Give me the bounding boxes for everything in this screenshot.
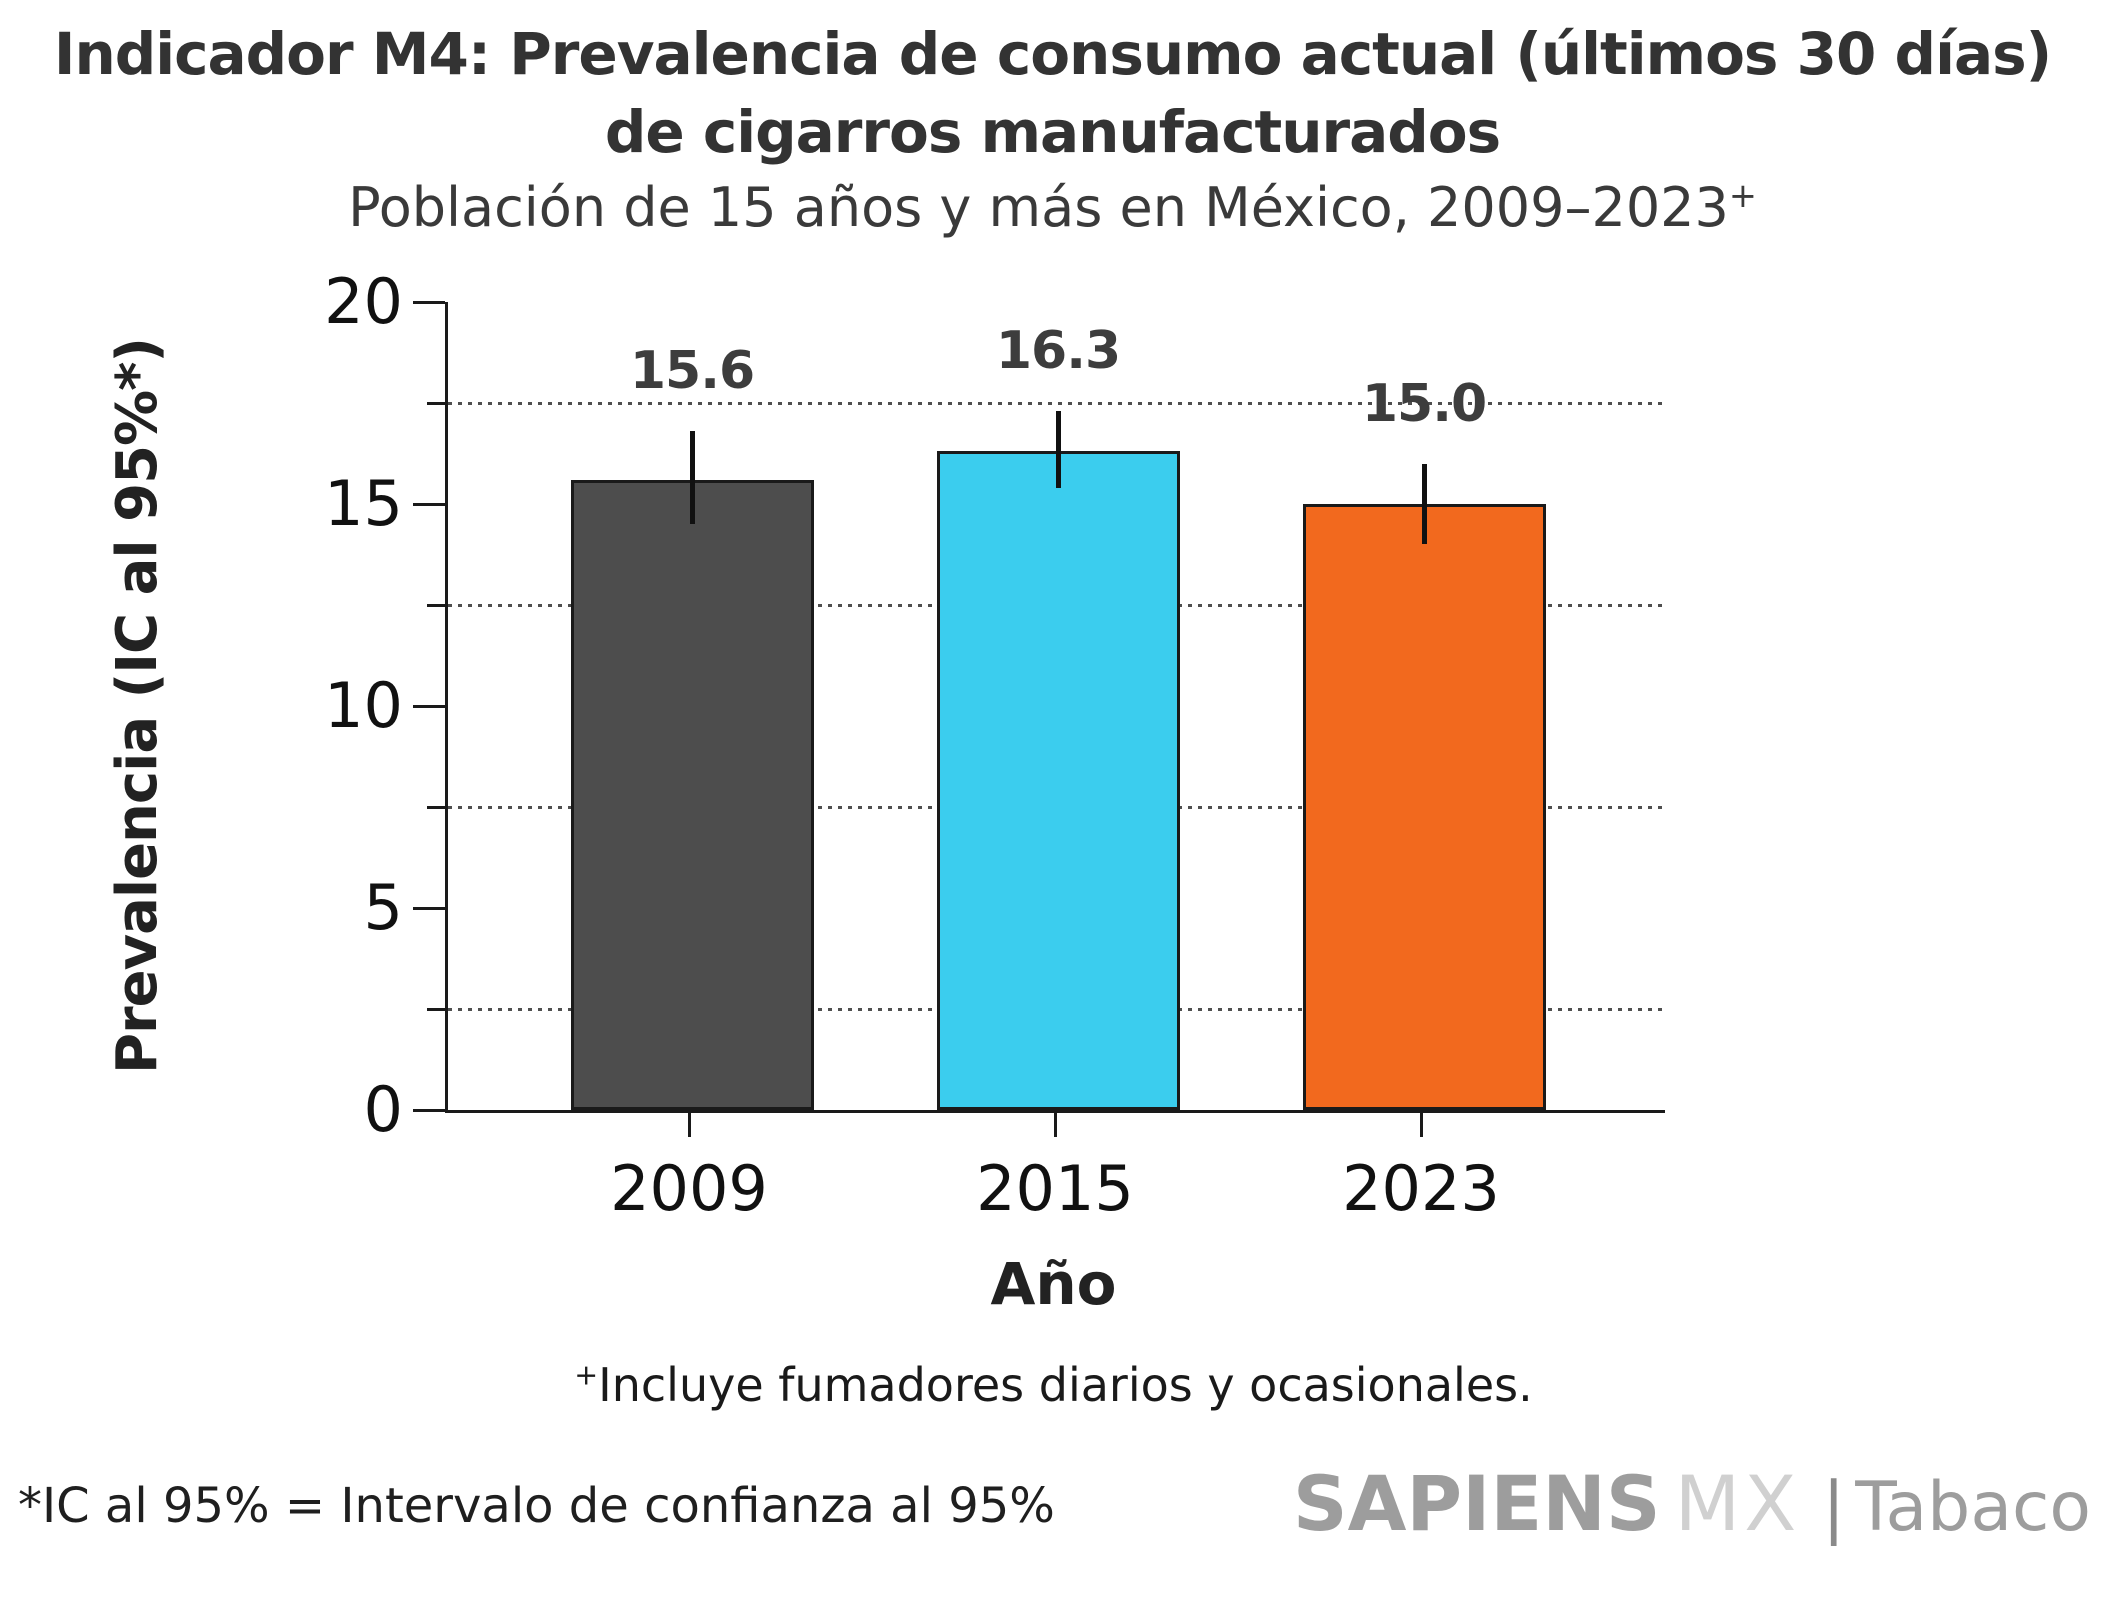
x-tick-2015: [1053, 1113, 1057, 1137]
y-tick-label-5: 5: [363, 871, 403, 944]
y-tick-15: [413, 502, 445, 506]
x-tick-label-2009: 2009: [610, 1152, 768, 1225]
y-tick-0: [413, 1108, 445, 1112]
y-axis-title: Prevalencia (IC al 95%*): [105, 337, 170, 1075]
y-tick-label-15: 15: [324, 467, 403, 540]
chart-title-line2: de cigarros manufacturados: [604, 97, 1501, 166]
error-bar-2009: [689, 431, 695, 525]
y-minor-tick-17.5: [427, 401, 445, 405]
y-tick-label-10: 10: [324, 669, 403, 742]
logo-separator: |: [1822, 1468, 1846, 1547]
x-tick-label-2015: 2015: [976, 1152, 1134, 1225]
chart-title: Indicador M4: Prevalencia de consumo act…: [0, 16, 2105, 171]
y-minor-tick-12.5: [427, 603, 445, 607]
error-bar-2015: [1055, 411, 1061, 488]
chart-subtitle-marker: +: [1728, 176, 1757, 215]
bar-2023: [1302, 504, 1546, 1110]
chart-subtitle-text: Población de 15 años y más en México, 20…: [348, 176, 1729, 239]
x-axis-title: Año: [990, 1250, 1117, 1318]
footnote-asterisk: *IC al 95% = Intervalo de confianza al 9…: [18, 1478, 1055, 1534]
logo-mx: MX: [1674, 1459, 1801, 1548]
logo: SAPIENS MX | Tabaco: [1293, 1462, 2091, 1546]
y-minor-tick-2.5: [427, 1007, 445, 1011]
plot-area: 15.6 16.3 15.0: [445, 302, 1665, 1113]
footnote-plus-text: Incluye fumadores diarios y ocasionales.: [598, 1358, 1533, 1412]
y-tick-5: [413, 906, 445, 910]
y-tick-10: [413, 704, 445, 708]
gridline-17.5: [448, 401, 1665, 405]
chart-subtitle: Población de 15 años y más en México, 20…: [0, 176, 2105, 239]
x-tick-2023: [1419, 1113, 1423, 1137]
footnote-plus-marker: +: [574, 1358, 599, 1392]
x-tick-label-2023: 2023: [1342, 1152, 1500, 1225]
footnote-plus: +Incluye fumadores diarios y ocasionales…: [445, 1358, 1662, 1412]
logo-tabaco: Tabaco: [1855, 1468, 2091, 1547]
error-bar-2023: [1421, 463, 1427, 545]
bar-2009: [570, 479, 814, 1110]
value-label-2015: 16.3: [995, 321, 1121, 382]
value-label-2009: 15.6: [629, 341, 755, 402]
y-tick-20: [413, 300, 445, 304]
y-tick-label-0: 0: [363, 1073, 403, 1146]
y-tick-label-20: 20: [324, 265, 403, 338]
x-tick-2009: [687, 1113, 691, 1137]
chart-title-line1: Indicador M4: Prevalencia de consumo act…: [53, 20, 2052, 88]
value-label-2023: 15.0: [1361, 373, 1487, 434]
y-minor-tick-7.5: [427, 805, 445, 809]
bar-2015: [936, 451, 1180, 1110]
logo-sapiens: SAPIENS: [1292, 1459, 1661, 1548]
